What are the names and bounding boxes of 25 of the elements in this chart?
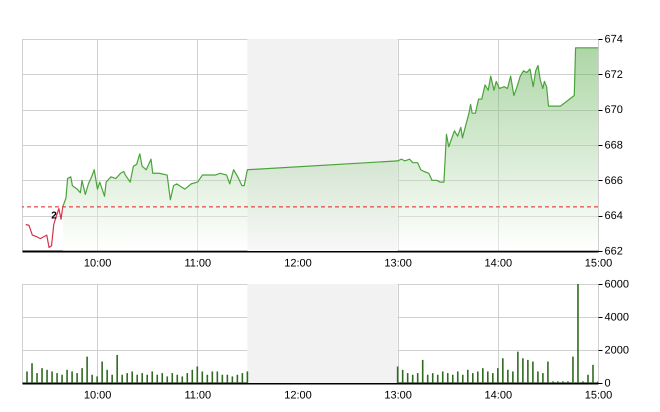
y-tick-label: 668	[604, 140, 623, 152]
y-tick-label: 674	[604, 34, 623, 46]
y-tick-label: 664	[604, 210, 623, 222]
x-tick-label: 14:00	[484, 258, 512, 270]
x-tick-label: 12:00	[284, 258, 312, 270]
x-tick-label: 15:00	[584, 390, 612, 402]
y-tick-label: 6000	[604, 278, 629, 290]
x-tick-label: 10:00	[84, 390, 112, 402]
x-tick-label: 10:00	[84, 258, 112, 270]
y-tick-label: 0	[604, 378, 611, 390]
y-tick-label: 4000	[604, 312, 629, 324]
x-tick-label: 13:00	[384, 258, 412, 270]
x-tick-label: 11:00	[184, 258, 212, 270]
y-tick-label: 2000	[604, 344, 629, 356]
x-tick-label: 13:00	[384, 390, 412, 402]
y-tick-label: 662	[604, 246, 623, 258]
y-tick-label: 670	[604, 104, 623, 116]
x-tick-label: 15:00	[584, 258, 612, 270]
x-tick-label: 12:00	[284, 390, 312, 402]
y-tick-label: 672	[604, 68, 623, 81]
line-series	[25, 206, 64, 248]
x-tick-label: 11:00	[184, 390, 212, 402]
y-tick-label: 666	[604, 174, 623, 187]
annotation: 2	[51, 210, 58, 222]
x-tick-label: 14:00	[484, 390, 512, 402]
